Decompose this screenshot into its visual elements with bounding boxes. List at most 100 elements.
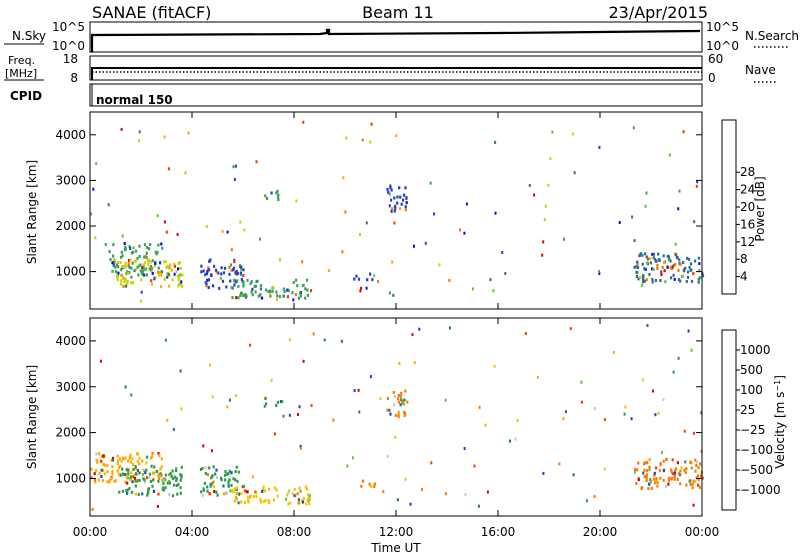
echo-cell [676,461,679,465]
echo-cell [391,207,394,211]
echo-cell [304,485,307,489]
echo-cell [149,265,153,268]
velocity-scatter [90,324,703,511]
echo-cell [231,296,234,300]
echo-cell [633,265,636,269]
echo-cell [307,497,310,501]
echo-cell [163,277,166,281]
echo-cell [100,475,103,478]
scatter-echo [541,253,544,257]
echo-cell [168,473,171,477]
echo-cell [686,275,690,279]
echo-cell [129,247,132,250]
echo-cell [677,278,680,282]
echo-cell [673,477,676,481]
echo-cell [692,479,695,483]
echo-cell [393,196,396,200]
scatter-echo [690,348,693,352]
echo-cell [638,253,641,257]
scatter-echo [117,466,120,470]
echo-cell [101,479,104,483]
echo-cell [179,266,182,270]
echo-cell [217,271,220,275]
echo-cell [136,452,139,456]
echo-cell [368,482,371,486]
echo-cell [137,493,140,497]
echo-cell [227,480,230,484]
colorbar-tick-label: 500 [740,363,763,377]
echo-cell [127,472,130,476]
echo-cell [293,493,296,497]
echo-cell [94,480,97,484]
colorbar-frame [721,329,737,511]
scatter-echo [297,413,299,416]
echo-cell [689,268,692,272]
scatter-echo [542,240,545,244]
echo-cell [291,491,294,495]
echo-cell [128,271,131,274]
echo-cell [306,498,309,502]
scatter-echo [249,343,251,347]
echo-cell [671,458,674,462]
echo-cell [242,284,245,287]
echo-cell [242,273,245,277]
scatter-echo [302,359,305,363]
echo-cell [240,277,243,281]
echo-cell [118,464,122,468]
echo-cell [152,471,155,475]
scatter-echo [365,286,368,290]
scatter-echo [230,248,233,252]
echo-cell [656,481,659,484]
echo-cell [100,459,103,463]
echo-cell [206,489,209,493]
echo-cell [679,469,682,473]
date-title: 23/Apr/2015 [608,3,708,22]
scatter-echo [310,404,313,408]
scatter-echo [492,289,495,293]
echo-cell [397,400,401,404]
colorbar-tick-label: 1000 [740,343,771,357]
echo-cell [152,489,156,493]
echo-cell [646,461,649,465]
scatter-echo [332,418,335,422]
echo-cell [227,472,230,476]
echo-cell [132,250,135,254]
echo-cell [646,261,649,265]
echo-cell [662,459,665,463]
echo-cell [373,482,376,486]
scatter-echo [573,171,576,175]
echo-cell [151,484,154,488]
echo-cell [173,483,176,487]
echo-cell [120,268,123,272]
echo-cell [636,262,639,266]
echo-cell [178,275,181,279]
cpid-value: normal 150 [96,93,173,107]
echo-cell [403,414,406,417]
echo-cell [135,472,138,476]
echo-cell [157,474,160,477]
echo-cell [270,191,273,195]
scatter-echo [234,164,237,168]
echo-cell [138,471,141,475]
scatter-echo [433,212,435,216]
scatter-echo [549,157,552,161]
echo-cell [242,280,245,284]
echo-cell [643,468,646,472]
echo-cell [679,279,682,283]
colorbar-tick-label: 16 [740,217,755,231]
echo-cell [209,258,212,262]
echo-cell [652,256,655,260]
echo-cell [94,469,98,473]
echo-cell [694,259,697,263]
echo-cell [674,263,677,267]
scatter-echo [373,274,376,278]
echo-cell [93,472,96,476]
echo-cell [264,396,267,400]
echo-cell [146,476,149,480]
echo-cell [212,465,215,469]
echo-cell [146,246,149,249]
echo-cell [389,412,392,416]
echo-cell [162,488,166,492]
scatter-echo [95,162,98,166]
echo-cell [134,484,137,488]
